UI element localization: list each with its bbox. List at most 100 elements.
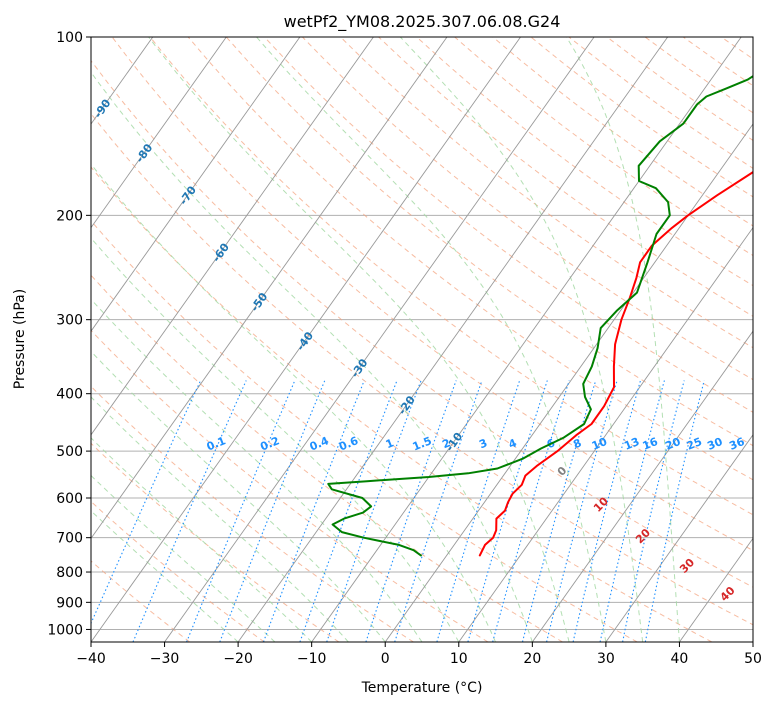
dry-adiabat bbox=[91, 385, 414, 642]
moist-adiabat bbox=[91, 474, 276, 642]
x-tick-label: 50 bbox=[744, 651, 762, 667]
moist-adiabat bbox=[91, 237, 460, 642]
isotherm-label: -60 bbox=[210, 241, 232, 265]
x-tick-label: 10 bbox=[450, 651, 468, 667]
dry-adiabat bbox=[682, 37, 753, 87]
dry-adiabat bbox=[225, 37, 753, 447]
y-tick-label: 500 bbox=[56, 444, 83, 460]
y-axis-label: Pressure (hPa) bbox=[12, 289, 28, 389]
isotherm-line bbox=[91, 37, 374, 436]
data-series bbox=[327, 75, 753, 557]
moist-adiabat bbox=[91, 510, 239, 642]
isotherm-line bbox=[605, 434, 753, 642]
mixing-ratio-lines bbox=[91, 380, 705, 642]
dry-adiabat bbox=[111, 37, 753, 552]
dry-adiabat bbox=[720, 37, 753, 60]
mixing-ratio-line bbox=[132, 380, 247, 642]
isotherm-label: -90 bbox=[91, 97, 113, 121]
dry-adiabat bbox=[91, 112, 753, 626]
isotherm-line bbox=[91, 37, 227, 229]
mixing-ratio-label: 1 bbox=[384, 436, 396, 451]
line-labels: -100-90-80-70-60-50-40-30-20-100.1 0.2 0.4… bbox=[91, 97, 746, 604]
x-tick-label: 40 bbox=[671, 651, 689, 667]
dry-adiabat bbox=[378, 37, 753, 317]
y-tick-label: 700 bbox=[56, 531, 83, 547]
mixing-ratio-line bbox=[622, 380, 685, 642]
isotherm-line bbox=[0, 37, 6, 642]
isotherm-line bbox=[164, 37, 595, 642]
mixing-ratio-line bbox=[91, 380, 202, 625]
isotherms bbox=[0, 37, 753, 642]
moist-adiabat bbox=[565, 37, 680, 642]
isotherm-label: -50 bbox=[248, 290, 270, 314]
y-tick-label: 400 bbox=[56, 387, 83, 403]
isotherm-line bbox=[679, 537, 753, 642]
y-axis-ticks: 100 200 300 400 500 600 700 800 900 1000 bbox=[47, 30, 91, 638]
mixing-ratio-label: 2 bbox=[440, 436, 452, 451]
plot-area: -100-90-80-70-60-50-40-30-20-100.1 0.2 0.4… bbox=[0, 37, 753, 642]
moist-adiabat bbox=[399, 37, 644, 642]
moist-adiabat bbox=[91, 163, 497, 642]
mixing-ratio-line bbox=[599, 380, 665, 642]
dry-adiabats bbox=[91, 37, 753, 642]
y-tick-label: 800 bbox=[56, 565, 83, 581]
x-tick-label: −30 bbox=[150, 651, 180, 667]
dry-adiabat bbox=[91, 442, 340, 642]
adiabat-label: 40 bbox=[718, 584, 738, 604]
y-tick-label: 900 bbox=[56, 595, 83, 611]
y-tick-label: 1000 bbox=[47, 622, 83, 638]
y-tick-label: 100 bbox=[56, 30, 83, 46]
chart-title: wetPf2_YM08.2025.307.06.08.G24 bbox=[284, 12, 561, 32]
y-tick-label: 200 bbox=[56, 208, 83, 224]
isotherm-label: -80 bbox=[133, 141, 155, 165]
isotherm-label: -40 bbox=[294, 329, 316, 353]
dry-adiabat bbox=[492, 37, 753, 227]
plot-frame bbox=[90, 36, 754, 643]
pressure-gridlines bbox=[91, 37, 753, 630]
isotherm-line bbox=[384, 123, 753, 642]
isotherm-line bbox=[91, 37, 521, 642]
x-axis-ticks: −40 −30 −20 −10 0 10 20 30 40 50 bbox=[76, 642, 762, 667]
mixing-ratio-line bbox=[262, 380, 365, 642]
mixing-ratio-label: 10 bbox=[590, 435, 609, 453]
moist-adiabats bbox=[91, 37, 680, 642]
dry-adiabat bbox=[91, 274, 563, 642]
dry-adiabat bbox=[340, 37, 753, 349]
mixing-ratio-line bbox=[644, 380, 705, 642]
isotherm-line bbox=[752, 641, 753, 642]
moist-adiabat bbox=[91, 396, 349, 642]
dry-adiabat bbox=[416, 37, 753, 287]
isotherm-line bbox=[91, 37, 301, 332]
mixing-ratio-label: 25 bbox=[685, 435, 704, 453]
mixing-ratio-label: 30 bbox=[705, 435, 724, 453]
x-tick-label: −40 bbox=[76, 651, 106, 667]
dry-adiabat bbox=[91, 220, 638, 642]
dry-adiabat bbox=[302, 37, 753, 381]
dewpoint-profile-line bbox=[327, 75, 753, 557]
dry-adiabat bbox=[264, 37, 753, 413]
dry-adiabat bbox=[454, 37, 753, 257]
x-tick-label: 0 bbox=[381, 651, 390, 667]
mixing-ratio-line bbox=[365, 380, 457, 642]
moist-adiabat bbox=[91, 350, 386, 642]
isotherm-line bbox=[91, 37, 448, 540]
adiabat-label: 20 bbox=[633, 526, 653, 546]
mixing-ratio-label: 36 bbox=[727, 435, 746, 453]
x-tick-label: 20 bbox=[523, 651, 541, 667]
dry-adiabat bbox=[91, 166, 713, 642]
x-tick-label: −10 bbox=[297, 651, 327, 667]
isotherm-line bbox=[237, 37, 669, 642]
isotherm-line bbox=[531, 330, 753, 642]
mixing-ratio-line bbox=[436, 380, 521, 642]
x-tick-label: −20 bbox=[223, 651, 253, 667]
y-tick-label: 600 bbox=[56, 491, 83, 507]
dry-adiabat bbox=[644, 37, 753, 114]
isotherm-label: -30 bbox=[348, 356, 370, 380]
isotherm-line bbox=[458, 226, 753, 642]
mixing-ratio-label: 20 bbox=[663, 435, 682, 453]
mixing-ratio-label: 4 bbox=[507, 436, 519, 451]
dry-adiabat bbox=[91, 560, 191, 642]
moist-adiabat bbox=[91, 298, 423, 642]
mixing-ratio-label: 8 bbox=[571, 436, 583, 451]
